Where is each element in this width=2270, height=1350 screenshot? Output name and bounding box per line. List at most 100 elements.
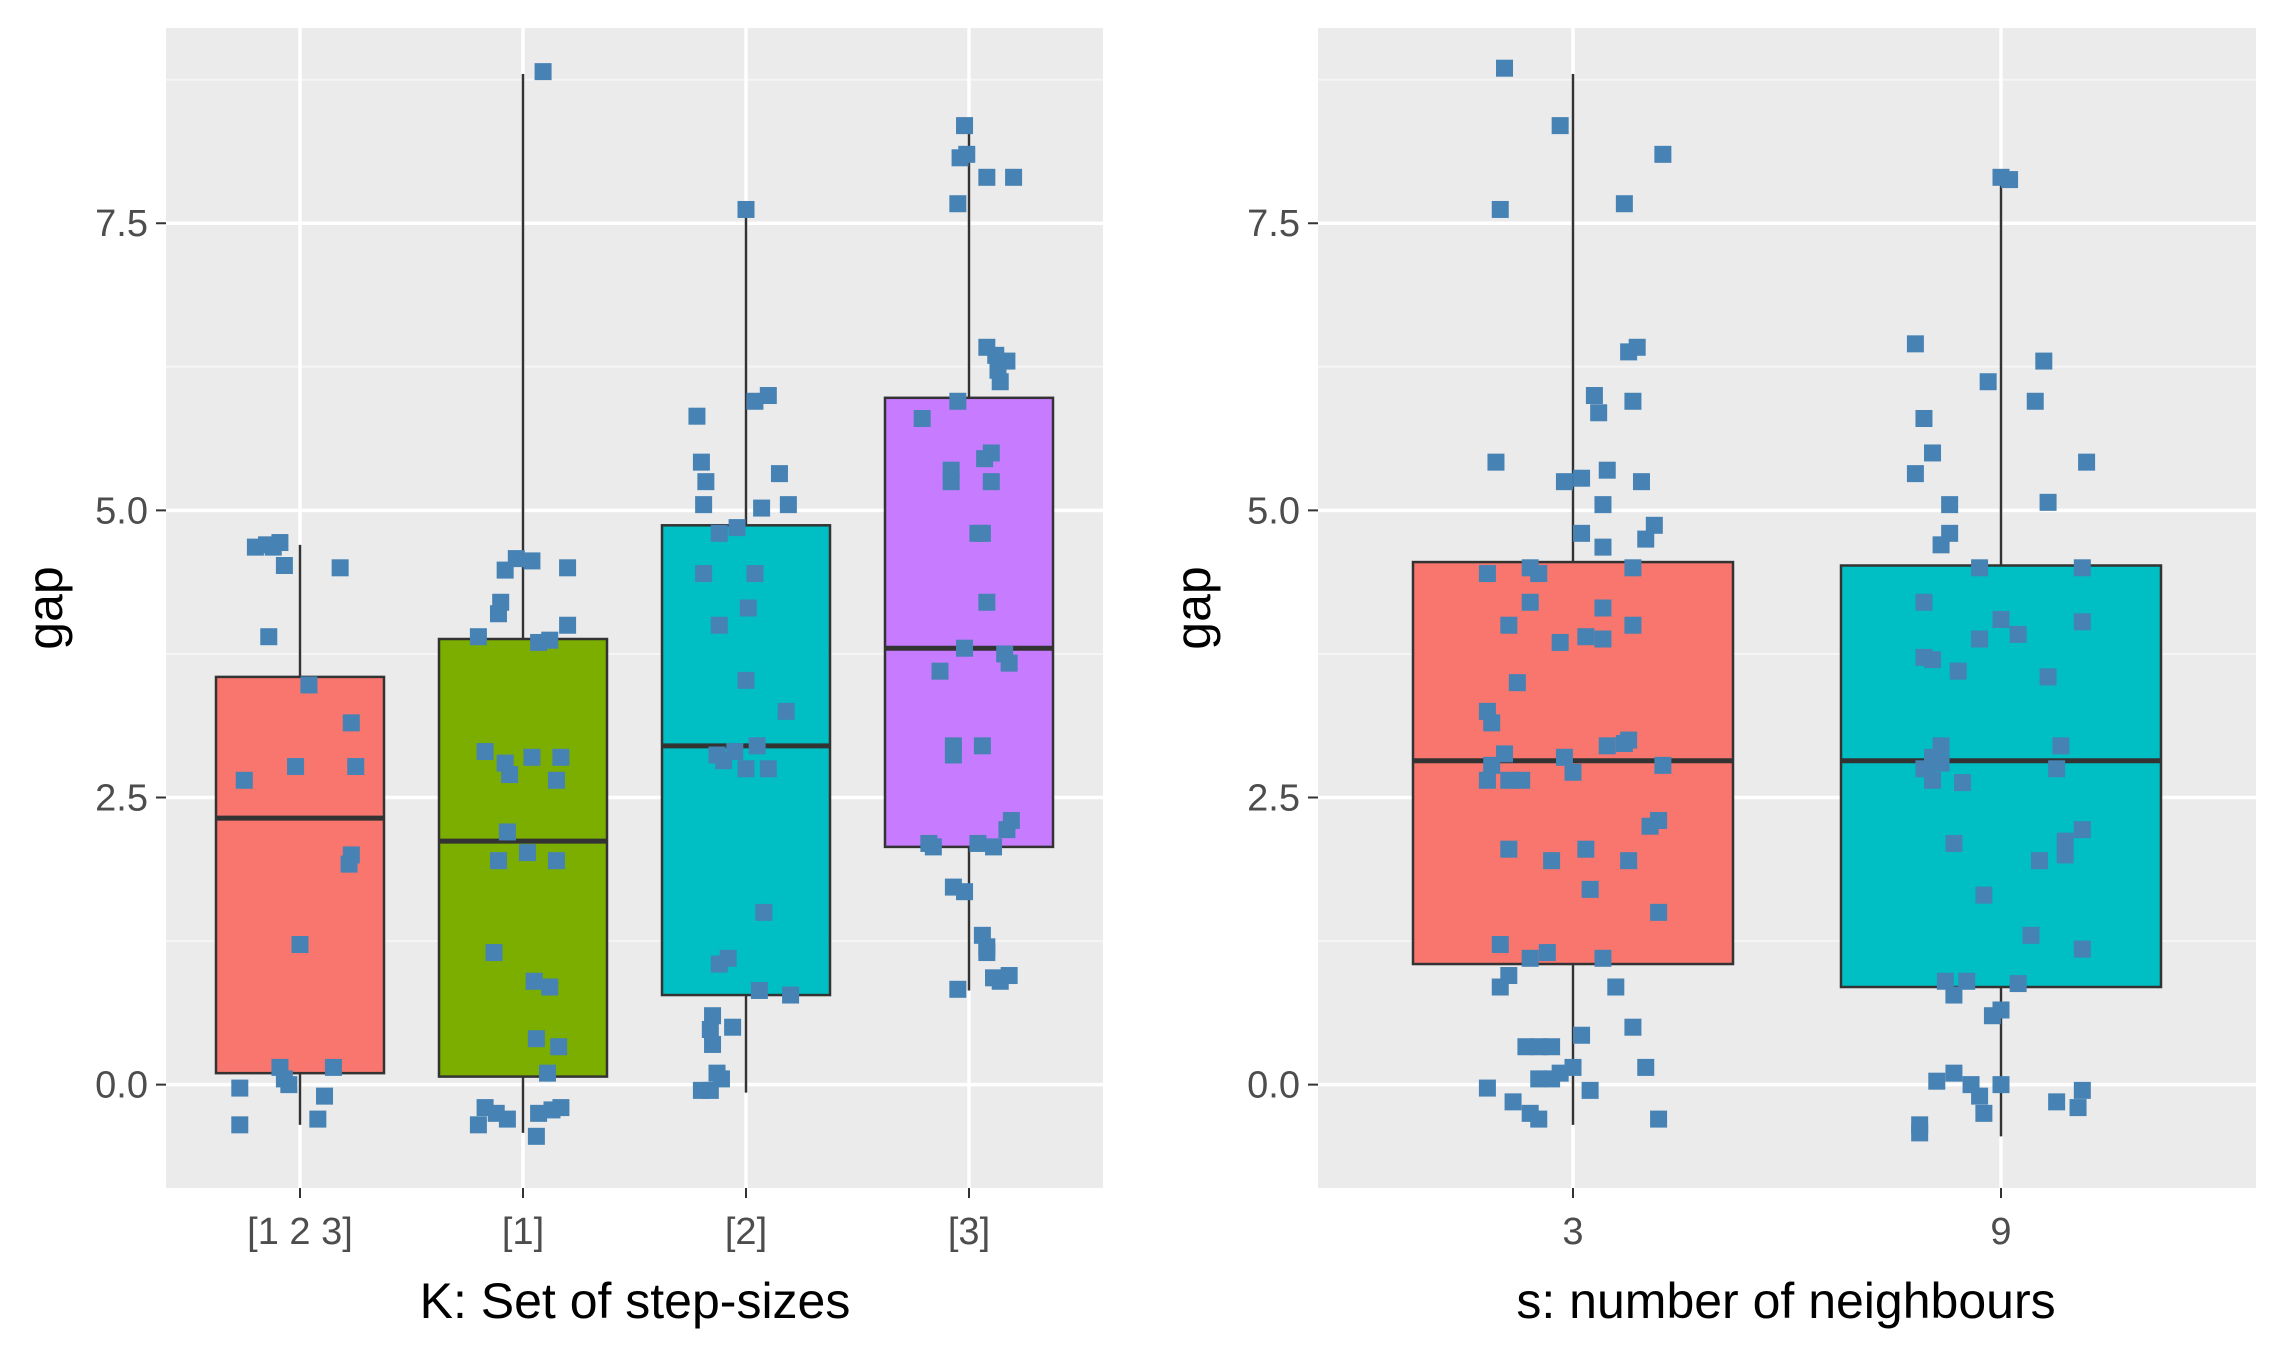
data-point-left [547,852,565,870]
y-tick-label-right: 2.5 [1247,778,1300,820]
data-point-left [300,676,318,694]
data-point-left [782,986,800,1004]
data-point-right [1632,473,1650,491]
data-point-right [1983,1007,2001,1025]
data-point-right [1975,886,1993,904]
y-tick-label-left: 7.5 [95,203,148,245]
data-point-right [1551,1064,1569,1082]
data-point-left [704,1007,722,1025]
data-point-right [1932,754,1950,772]
y-tick-label-left: 0.0 [95,1065,148,1107]
data-point-left [501,766,519,784]
data-point-right [1958,972,1976,990]
data-point-right [1491,978,1509,996]
data-point-right [2069,1099,2087,1117]
data-point-left [759,387,777,405]
data-point-left [275,557,293,575]
boxes-right [1411,73,2163,1137]
data-point-left [530,1104,548,1122]
data-point-right [1945,1064,1963,1082]
data-point-right [1637,530,1655,548]
data-point-right [1594,599,1612,617]
data-point-right [1551,117,1569,135]
data-point-left [746,565,764,583]
panel-right-neighbours: 0.0 2.5 5.0 7.5 3 9 s: number of neighbours g… [1165,28,2256,1329]
data-point-right [2073,1081,2091,1099]
data-point-right [1979,373,1997,391]
data-point-right [2056,832,2074,850]
y-tick-label-right: 7.5 [1247,203,1300,245]
data-point-right [1932,536,1950,554]
data-point-left [978,944,996,962]
data-point-right [2073,613,2091,631]
data-point-left [956,117,974,135]
data-point-right [1491,200,1509,218]
data-point-right [1483,756,1501,774]
data-point-right [1915,593,1933,611]
data-point-right [1641,817,1659,835]
data-point-left [777,702,795,720]
data-point-right [1500,616,1518,634]
x-tick-label-left: [2] [725,1211,767,1253]
data-point-right [1517,1038,1535,1056]
data-point-right [1581,1081,1599,1099]
data-point-right [1555,748,1573,766]
data-point-left [518,844,536,862]
data-point-left [985,838,1003,856]
data-point-left [982,473,1000,491]
data-point-right [1945,986,1963,1004]
data-point-left [695,496,713,514]
data-point-right [2009,625,2027,643]
data-point-right [2073,821,2091,839]
data-point-left [260,628,278,646]
data-point-left [949,195,967,213]
x-tick-label-right: 3 [1562,1211,1583,1253]
panel-left-step-sizes: 0.0 2.5 5.0 7.5 [1 2 3] [1] [2] [3] K: Set of s… [17,28,1103,1329]
data-point-right [1573,1026,1591,1044]
data-point-left [956,883,974,901]
data-point-left [770,465,788,483]
data-point-left [264,538,282,556]
data-point-right [1594,949,1612,967]
y-axis-title-left: gap [17,566,73,649]
data-point-left [746,392,764,410]
data-point-left [287,757,305,775]
data-point-left [316,1087,334,1105]
data-point-left [340,855,358,873]
data-point-right [1496,745,1514,763]
data-point-left [231,1079,249,1097]
data-point-right [1992,610,2010,628]
data-point-right [1585,387,1603,405]
data-point-right [1555,473,1573,491]
data-point-right [1500,840,1518,858]
data-point-left [701,1081,719,1099]
data-point-left [942,473,960,491]
data-point-left [951,149,969,167]
data-point-left [559,559,577,577]
data-point-right [1551,633,1569,651]
data-point-right [1530,1070,1548,1088]
data-point-right [2022,926,2040,944]
data-point-right [1483,714,1501,732]
y-tick-label-right: 5.0 [1247,490,1300,532]
data-point-right [1949,662,1967,680]
x-tick-label-left: [1 2 3] [247,1211,353,1253]
data-point-left [976,450,994,468]
data-point-left [231,1116,249,1134]
data-point-right [1624,616,1642,634]
data-point-left [541,978,559,996]
data-point-right [1936,972,1954,990]
data-point-left [523,552,541,570]
data-point-left [715,752,733,770]
data-point-left [1000,967,1018,985]
data-point-left [728,519,746,537]
box-right-2 [1839,564,2163,989]
data-point-right [1620,343,1638,361]
box-left-3 [660,524,832,997]
data-point-right [1928,1072,1946,1090]
data-point-left [924,838,942,856]
data-point-left [998,821,1016,839]
data-point-left [991,373,1009,391]
x-tick-label-right: 9 [1990,1211,2011,1253]
